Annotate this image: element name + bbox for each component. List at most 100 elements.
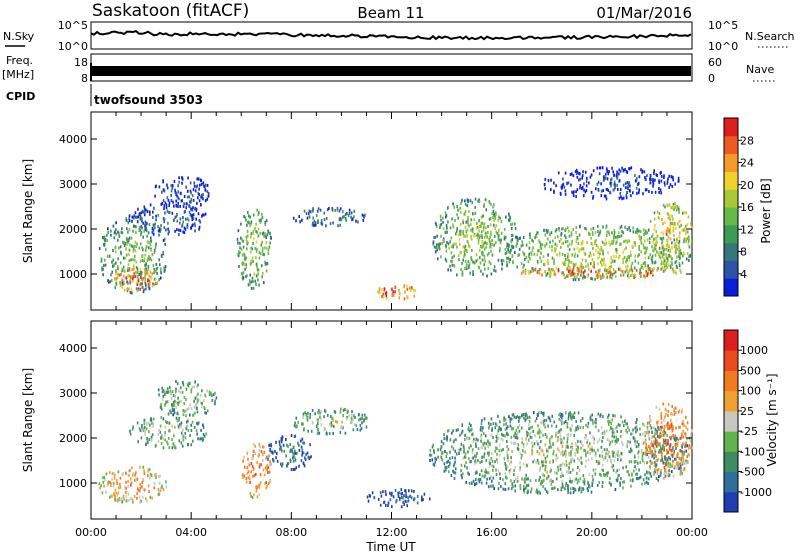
data-cell — [175, 199, 177, 203]
data-cell — [668, 228, 670, 231]
data-cell — [115, 279, 118, 283]
data-cell — [296, 451, 298, 455]
data-cell — [481, 258, 484, 262]
data-cell — [294, 467, 296, 471]
data-cell — [539, 240, 541, 244]
data-cell — [175, 203, 177, 207]
data-cell — [618, 468, 621, 472]
data-cell — [638, 476, 641, 480]
data-cell — [110, 229, 112, 233]
data-cell — [462, 444, 465, 448]
data-cell — [552, 268, 554, 272]
data-cell — [247, 220, 250, 224]
data-cell — [583, 436, 586, 440]
data-cell — [433, 449, 435, 453]
data-cell — [549, 419, 552, 423]
data-cell — [502, 448, 504, 452]
data-cell — [280, 462, 282, 466]
data-cell — [653, 169, 655, 173]
data-cell — [132, 258, 134, 262]
data-cell — [522, 443, 525, 447]
data-cell — [577, 267, 580, 271]
data-cell — [634, 439, 636, 443]
data-cell — [490, 249, 492, 253]
data-cell — [606, 474, 608, 477]
data-cell — [208, 390, 211, 394]
data-cell — [147, 257, 149, 261]
data-cell — [164, 211, 166, 215]
data-cell — [570, 183, 572, 187]
data-cell — [404, 499, 406, 503]
data-cell — [678, 262, 681, 266]
data-cell — [661, 433, 663, 437]
data-cell — [625, 170, 628, 173]
data-cell — [643, 239, 646, 243]
data-cell — [550, 478, 552, 482]
data-cell — [141, 259, 144, 263]
data-cell — [405, 491, 407, 495]
data-cell — [644, 229, 647, 233]
data-cell — [650, 462, 652, 465]
data-cell — [472, 234, 475, 238]
data-cell — [186, 225, 189, 229]
data-cell — [177, 425, 180, 429]
data-cell — [285, 438, 287, 441]
velocity-plot-frame — [90, 320, 693, 520]
data-cell — [466, 437, 469, 440]
data-cell — [586, 176, 588, 180]
data-cell — [363, 413, 366, 417]
data-cell — [558, 417, 560, 421]
data-cell — [638, 229, 640, 233]
data-cell — [452, 225, 455, 229]
data-cell — [250, 261, 252, 265]
data-cell — [507, 248, 509, 252]
data-cell — [612, 428, 614, 431]
data-cell — [145, 267, 147, 271]
data-cell — [610, 177, 613, 181]
data-cell — [552, 479, 554, 483]
data-cell — [495, 435, 498, 439]
data-cell — [622, 443, 624, 447]
data-cell — [149, 472, 152, 476]
data-cell — [611, 465, 613, 469]
data-cell — [572, 194, 575, 198]
data-cell — [547, 474, 550, 478]
data-cell — [296, 424, 298, 428]
data-cell — [661, 243, 663, 247]
data-cell — [666, 462, 668, 466]
data-cell — [197, 398, 199, 402]
data-cell — [203, 405, 205, 409]
data-cell — [587, 425, 589, 429]
data-cell — [504, 488, 507, 491]
data-cell — [258, 493, 261, 497]
data-cell — [589, 452, 591, 455]
data-cell — [664, 441, 667, 445]
data-cell — [166, 186, 169, 190]
data-cell — [506, 256, 508, 260]
data-cell — [192, 206, 194, 210]
data-cell — [397, 491, 399, 495]
data-cell — [594, 231, 597, 235]
data-cell — [179, 423, 181, 427]
data-cell — [604, 455, 607, 459]
data-cell — [481, 236, 483, 239]
data-cell — [677, 205, 680, 209]
data-cell — [476, 233, 478, 237]
data-cell — [438, 242, 441, 246]
data-cell — [406, 504, 408, 508]
data-cell — [646, 453, 648, 456]
data-cell — [252, 280, 254, 283]
data-cell — [135, 231, 137, 234]
data-cell — [383, 501, 385, 505]
data-cell — [298, 443, 300, 447]
data-cell — [165, 228, 167, 232]
data-cell — [159, 263, 161, 267]
data-cell — [127, 267, 129, 270]
data-cell — [659, 236, 662, 240]
data-cell — [148, 438, 151, 442]
data-cell — [148, 246, 150, 250]
data-cell — [606, 230, 608, 234]
data-cell — [466, 240, 469, 243]
data-cell — [298, 448, 301, 452]
